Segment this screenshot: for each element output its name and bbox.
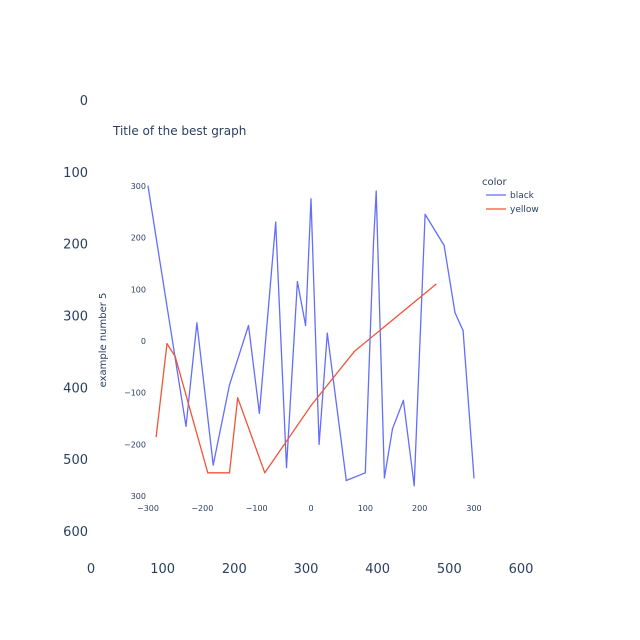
series-layer (147, 185, 475, 487)
y-axis-label: example number 5 (98, 293, 109, 388)
outer-x-tick-label: 600 (509, 562, 534, 577)
outer-x-tick-label: 300 (294, 562, 319, 577)
legend-title: color (482, 177, 508, 188)
series-line-yellow (155, 283, 437, 474)
legend-item-black: black (510, 191, 535, 201)
data-point-yellow (228, 472, 231, 474)
series-line-black (147, 185, 475, 487)
inner-y-tick-label: 300 (131, 182, 146, 191)
data-point-black (196, 322, 198, 324)
data-point-yellow (166, 343, 168, 345)
outer-x-tick-label: 100 (150, 562, 175, 577)
inner-y-tick-label: 200 (131, 234, 146, 243)
data-point-black (424, 213, 426, 215)
inner-y-tick-label: 300 (131, 492, 146, 501)
outer-x-tick-label: 500 (437, 562, 462, 577)
inner-x-axis: −300 −200 −100 0 100 200 300 (137, 504, 482, 513)
data-point-black (391, 428, 394, 430)
outer-y-tick-label: 400 (63, 381, 88, 396)
data-point-yellow (435, 283, 437, 285)
data-point-black (364, 472, 366, 474)
data-point-black (372, 242, 375, 244)
data-point-yellow (174, 355, 176, 358)
data-point-black (147, 185, 149, 187)
legend: color black yellow (482, 177, 539, 215)
data-point-black (413, 485, 415, 487)
data-point-black (318, 443, 320, 445)
chart-title: Title of the best graph (112, 124, 246, 138)
inner-x-tick-label: 0 (308, 504, 313, 513)
inner-y-tick-label: −100 (124, 389, 146, 398)
legend-item-yellow: yellow (510, 205, 539, 215)
data-point-black (383, 477, 385, 479)
inner-y-tick-label: −200 (124, 440, 146, 449)
outer-x-tick-label: 0 (87, 562, 95, 577)
outer-x-axis: 0 100 200 300 400 500 600 (87, 562, 534, 577)
data-point-black (212, 464, 214, 466)
data-point-black (305, 324, 307, 327)
outer-y-axis: 0 100 200 300 400 500 600 (63, 94, 88, 540)
data-point-yellow (207, 472, 209, 474)
data-point-yellow (155, 436, 157, 438)
data-point-black (185, 425, 187, 427)
data-point-black (345, 479, 347, 482)
data-point-black (275, 221, 277, 223)
inner-x-tick-label: −200 (191, 504, 213, 513)
inner-x-tick-label: 100 (358, 504, 373, 513)
outer-y-tick-label: 600 (63, 525, 88, 540)
inner-x-tick-label: −100 (246, 504, 268, 513)
data-point-black (454, 312, 456, 314)
data-point-black (258, 412, 260, 414)
data-point-yellow (264, 472, 266, 474)
data-point-black (402, 399, 404, 401)
data-point-black (375, 190, 377, 192)
data-point-black (296, 281, 298, 283)
data-point-yellow (310, 405, 312, 407)
outer-x-tick-label: 400 (365, 562, 390, 577)
data-point-black (285, 467, 288, 469)
outer-y-tick-label: 300 (63, 310, 88, 325)
outer-y-tick-label: 0 (80, 94, 88, 109)
inner-x-tick-label: 200 (412, 504, 427, 513)
data-point-black (473, 477, 475, 479)
data-point-black (163, 288, 165, 290)
data-point-yellow (237, 397, 239, 399)
inner-x-tick-label: 300 (466, 504, 481, 513)
outer-y-tick-label: 100 (63, 166, 88, 181)
data-point-yellow (353, 350, 356, 352)
inner-y-tick-label: 0 (141, 337, 146, 346)
inner-y-axis: 300 200 100 0 −100 −200 300 (124, 182, 146, 501)
outer-y-tick-label: 500 (63, 453, 88, 468)
data-point-black (310, 198, 312, 200)
data-point-black (228, 384, 231, 386)
outer-x-tick-label: 200 (222, 562, 247, 577)
data-point-black (326, 332, 328, 334)
inner-y-tick-label: 100 (131, 285, 146, 294)
inner-x-tick-label: −300 (137, 504, 159, 513)
outer-y-tick-label: 200 (63, 238, 88, 253)
data-point-black (443, 244, 445, 246)
data-point-black (247, 324, 250, 327)
data-point-black (462, 330, 464, 332)
